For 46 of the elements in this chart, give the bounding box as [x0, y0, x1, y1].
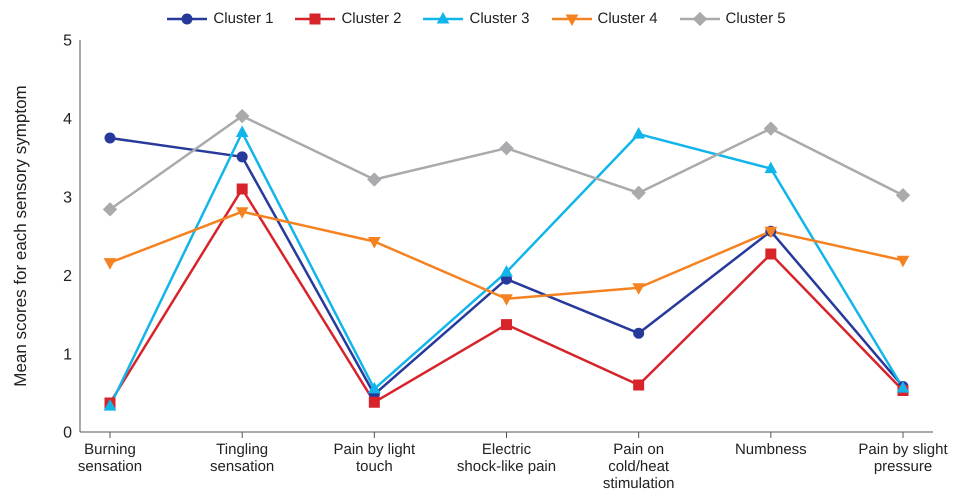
- x-tick-label: Burning sensation: [78, 441, 142, 475]
- x-tick-label: Pain on cold/heat stimulation: [602, 441, 675, 492]
- y-tick-label: 0: [63, 424, 72, 442]
- point: [632, 186, 646, 200]
- y-tick-label: 4: [63, 111, 72, 128]
- point: [764, 122, 778, 136]
- point: [368, 382, 380, 394]
- point: [368, 396, 380, 408]
- point: [633, 328, 644, 339]
- legend-label: Cluster 4: [598, 10, 658, 27]
- legend-label: Cluster 2: [341, 10, 402, 27]
- x-tick-label: Tingling sensation: [210, 441, 274, 475]
- point: [103, 202, 117, 216]
- point: [500, 141, 514, 156]
- point: [764, 162, 777, 174]
- legend-label: Cluster 1: [213, 10, 274, 27]
- legend-label: Cluster 5: [726, 10, 786, 27]
- legend-label: Cluster 3: [469, 10, 530, 27]
- point: [368, 236, 380, 248]
- point: [897, 256, 909, 267]
- x-tick-label: Pain by slight pressure: [858, 441, 948, 475]
- y-tick-label: 3: [63, 189, 72, 206]
- point: [896, 188, 910, 202]
- point: [500, 266, 512, 277]
- point: [236, 126, 248, 138]
- point: [236, 207, 248, 218]
- point: [235, 109, 250, 124]
- y-tick-label: 2: [63, 268, 72, 285]
- point: [367, 172, 382, 187]
- point: [765, 248, 776, 260]
- y-tick-label: 1: [63, 346, 72, 364]
- y-axis-title: Mean scores for each sensory symptom: [11, 85, 30, 387]
- point: [236, 151, 248, 162]
- point: [104, 132, 116, 144]
- point: [501, 319, 512, 330]
- point: [500, 294, 512, 306]
- x-tick-label: Numbness: [734, 441, 807, 458]
- point: [236, 183, 248, 194]
- point: [104, 258, 116, 270]
- point: [633, 379, 644, 390]
- point: [632, 283, 645, 294]
- point: [104, 400, 116, 411]
- x-tick-label: Pain by light touch: [333, 441, 416, 475]
- point: [632, 128, 645, 139]
- y-tick-label: 5: [63, 32, 72, 50]
- x-tick-label: Electric shock-like pain: [456, 441, 556, 475]
